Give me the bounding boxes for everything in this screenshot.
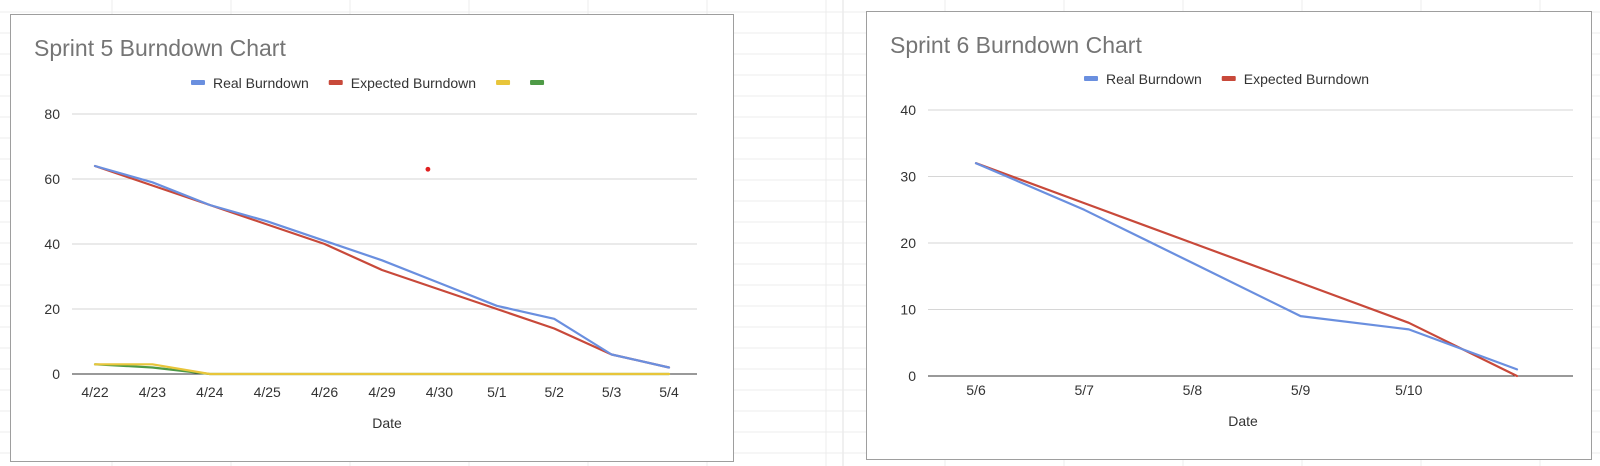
x-tick-label: 4/30 (426, 384, 453, 400)
x-tick-label: 5/7 (1074, 382, 1094, 398)
y-tick-label: 0 (908, 368, 916, 384)
sprint-5-plot: 0 20 40 60 80 4/22 4/23 4/24 4/25 4/26 4/29 4/30 5/1… (44, 75, 697, 431)
y-tick-label: 20 (44, 301, 60, 317)
x-tick-label: 5/3 (602, 384, 622, 400)
x-tick-label: 5/8 (1183, 382, 1203, 398)
x-tick-label: 4/25 (254, 384, 281, 400)
legend-entry[interactable]: Expected Burndown (1244, 71, 1369, 87)
y-tick-label: 80 (44, 106, 60, 122)
data-point (425, 166, 431, 172)
legend-swatch[interactable] (191, 80, 205, 85)
legend-swatch[interactable] (328, 80, 343, 85)
y-tick-label: 40 (44, 236, 60, 252)
y-tick-label: 40 (900, 102, 916, 118)
legend-swatch[interactable] (496, 80, 511, 85)
x-tick-label: 4/29 (368, 384, 395, 400)
legend-entry[interactable]: Expected Burndown (351, 75, 476, 91)
sprint-5-chart[interactable]: Sprint 5 Burndown Chart 0 20 40 60 80 4/22 4/2… (10, 14, 734, 462)
x-tick-label: 5/4 (659, 384, 679, 400)
x-tick-label: 5/9 (1291, 382, 1311, 398)
y-tick-label: 10 (900, 302, 916, 318)
x-axis-label: Date (372, 415, 402, 431)
sprint-6-chart[interactable]: Sprint 6 Burndown Chart 0 10 20 30 40 5/6 5/7 5… (866, 11, 1592, 460)
legend-entry[interactable]: Real Burndown (213, 75, 309, 91)
x-tick-label: 5/2 (544, 384, 564, 400)
legend-swatch[interactable] (1221, 76, 1236, 81)
chart-title: Sprint 5 Burndown Chart (34, 35, 286, 61)
series-line-3[interactable] (93, 363, 671, 376)
x-tick-label: 4/26 (311, 384, 338, 400)
series-line-1[interactable] (93, 164, 671, 369)
y-tick-label: 30 (900, 169, 916, 185)
x-tick-label: 5/10 (1395, 382, 1422, 398)
x-tick-label: 4/23 (139, 384, 166, 400)
legend-swatch[interactable] (530, 80, 545, 85)
x-axis-label: Date (1228, 413, 1258, 429)
chart-title: Sprint 6 Burndown Chart (890, 32, 1142, 58)
x-tick-label: 5/6 (966, 382, 986, 398)
y-tick-label: 0 (52, 366, 60, 382)
x-tick-label: 4/24 (196, 384, 223, 400)
y-tick-label: 60 (44, 171, 60, 187)
series-line-1[interactable] (974, 162, 1519, 371)
series-line-2[interactable] (974, 162, 1519, 378)
x-tick-label: 4/22 (81, 384, 108, 400)
y-tick-label: 20 (900, 235, 916, 251)
legend-swatch[interactable] (1084, 76, 1098, 81)
sprint-6-plot: 0 10 20 30 40 5/6 5/7 5/8 5/9 5/10 Date Real Burndo… (900, 71, 1573, 429)
x-tick-label: 5/1 (487, 384, 507, 400)
legend-entry[interactable]: Real Burndown (1106, 71, 1202, 87)
